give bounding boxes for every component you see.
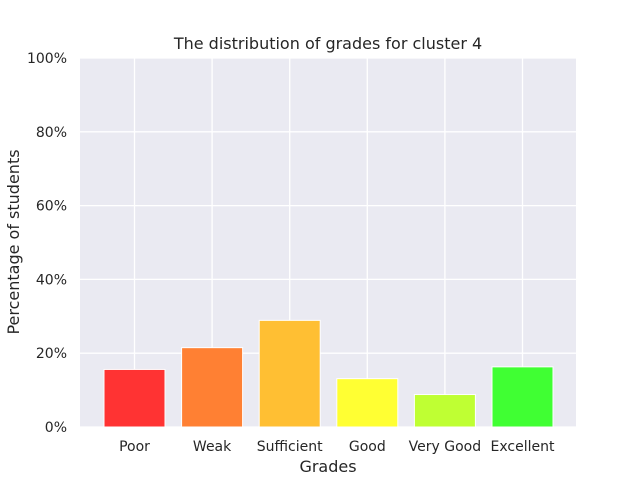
x-tick-label: Very Good bbox=[409, 439, 481, 455]
bars bbox=[103, 319, 554, 428]
x-tick-label: Poor bbox=[119, 439, 150, 455]
x-tick-labels: Poor Weak Sufficient Good Very Good Excellent bbox=[119, 439, 555, 455]
plot-area bbox=[80, 58, 576, 427]
y-tick-label: 100% bbox=[27, 51, 67, 67]
y-axis-label: Percentage of students bbox=[4, 149, 23, 334]
x-tick-label: Weak bbox=[193, 439, 232, 455]
y-tick-label: 60% bbox=[36, 199, 67, 215]
y-tick-label: 0% bbox=[45, 420, 67, 436]
bar-good bbox=[336, 378, 399, 428]
y-tick-label: 20% bbox=[36, 346, 67, 362]
x-axis-label: Grades bbox=[299, 457, 356, 476]
x-tick-label: Excellent bbox=[491, 439, 555, 455]
bar-weak bbox=[181, 347, 244, 428]
bar-poor bbox=[103, 368, 166, 428]
grid-lines bbox=[80, 57, 576, 428]
y-tick-labels: 0% 20% 40% 60% 80% 100% bbox=[27, 51, 67, 436]
bar-excellent bbox=[491, 366, 554, 428]
y-tick-label: 80% bbox=[36, 125, 67, 141]
bar-sufficient bbox=[258, 319, 321, 428]
y-tick-label: 40% bbox=[36, 272, 67, 288]
x-tick-label: Good bbox=[349, 439, 386, 455]
bar-very-good bbox=[413, 394, 476, 428]
chart-title: The distribution of grades for cluster 4 bbox=[173, 34, 482, 53]
x-tick-label: Sufficient bbox=[257, 439, 323, 455]
